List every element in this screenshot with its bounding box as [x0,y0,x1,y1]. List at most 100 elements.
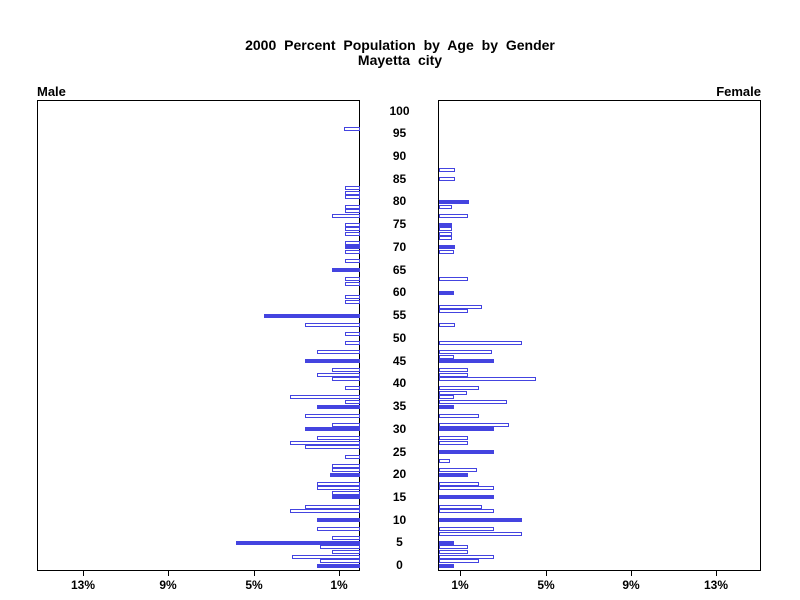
female-age-45-bar [439,359,494,363]
age-axis-label-15: 15 [392,489,407,504]
female-age-17-bar [439,486,494,491]
male-age-49-bar [345,340,360,345]
left-pct-tick-9 [168,571,169,576]
female-age-79-bar [439,204,452,209]
female-age-25-bar [439,450,494,454]
male-age-13-bar [305,504,360,509]
female-age-85-bar [439,177,455,182]
age-axis-label-70: 70 [392,239,407,254]
right-pct-tick-label-1: 1% [451,578,469,592]
female-age-10-bar [439,518,522,523]
left-pct-tick-label-9: 9% [159,578,177,592]
right-pct-tick-label-5: 5% [537,578,555,592]
male-age-71-bar [345,240,360,245]
female-age-8-bar [439,527,494,532]
age-axis-label-35: 35 [392,399,407,413]
female-age-49-bar [439,340,522,345]
male-age-69-bar [345,249,360,254]
female-age-35-bar [439,404,454,409]
left-pct-tick-label-5: 5% [245,578,263,592]
age-axis-label-50: 50 [392,330,407,345]
left-pct-tick-5 [254,571,255,576]
male-age-1-bar [320,559,360,564]
male-age-63-bar [345,277,360,282]
male-age-75-bar [345,222,360,227]
age-axis-label-65: 65 [392,262,407,277]
female-age-5-bar [439,540,454,545]
chart-title: 2000 Percent Population by Age by Gender [245,37,555,53]
male-age-83-bar [345,186,360,191]
age-axis-label-0: 0 [396,558,403,573]
male-age-8-bar [317,527,360,532]
male-age-58-bar [345,299,360,304]
female-age-27-bar [439,440,468,445]
male-age-82-bar [345,190,360,195]
female-age-39-bar [439,386,479,391]
age-axis-label-10: 10 [392,512,407,527]
male-panel [37,100,360,571]
male-age-96-bar [344,127,360,132]
male-age-6-bar [332,536,360,541]
female-age-42-bar [439,372,468,377]
male-age-17-bar [317,486,360,491]
age-axis-label-25: 25 [392,444,407,459]
male-age-39-bar [345,386,360,391]
male-age-37-bar [290,395,360,400]
female-age-74-bar [439,227,452,232]
male-age-35-bar [317,404,360,409]
age-axis-label-80: 80 [392,194,407,209]
female-age-13-bar [439,504,482,509]
right-pct-tick-13 [716,571,717,576]
male-age-42-bar [317,372,360,377]
female-age-21-bar [439,468,477,473]
male-age-59-bar [345,295,360,300]
female-age-70-bar [439,245,455,250]
female-age-69-bar [439,249,454,254]
right-pct-tick-label-9: 9% [622,578,640,592]
female-age-20-bar [439,472,468,477]
female-age-28-bar [439,436,468,441]
left-pct-tick-13 [83,571,84,576]
age-axis-label-90: 90 [392,149,407,163]
female-age-37-bar [439,395,454,400]
male-age-43-bar [332,368,360,373]
female-panel [438,100,761,571]
right-pct-tick-label-13: 13% [703,578,729,592]
female-age-73-bar [439,231,452,236]
female-age-2-bar [439,554,494,559]
female-age-72-bar [439,236,452,241]
age-axis-label-5: 5 [396,535,403,550]
male-age-45-bar [305,359,360,363]
male-age-22-bar [332,463,360,468]
male-age-74-bar [345,227,360,232]
age-axis-label-85: 85 [392,171,407,186]
female-age-77-bar [439,213,468,218]
male-age-79-bar [345,204,360,209]
female-age-33-bar [439,413,479,418]
male-age-3-bar [332,550,360,554]
female-age-18-bar [439,481,479,486]
male-age-4-bar [320,545,360,550]
female-age-75-bar [439,222,452,227]
age-axis-label-95: 95 [392,126,407,141]
male-age-73-bar [345,231,360,236]
female-age-0-bar [439,563,454,568]
male-age-78-bar [345,209,360,213]
female-age-23-bar [439,459,450,463]
male-age-15-bar [332,495,360,500]
male-age-53-bar [305,322,360,327]
female-age-36-bar [439,399,507,404]
male-age-41-bar [332,377,360,382]
male-age-62-bar [345,281,360,286]
female-age-87-bar [439,168,455,173]
male-age-33-bar [305,413,360,418]
age-axis-label-60: 60 [392,285,407,300]
male-age-70-bar [345,245,360,250]
female-age-43-bar [439,368,468,373]
female-age-38-bar [439,390,467,395]
age-axis-label-75: 75 [392,217,407,232]
female-age-41-bar [439,377,536,382]
male-age-77-bar [332,213,360,218]
male-age-81-bar [345,195,360,200]
